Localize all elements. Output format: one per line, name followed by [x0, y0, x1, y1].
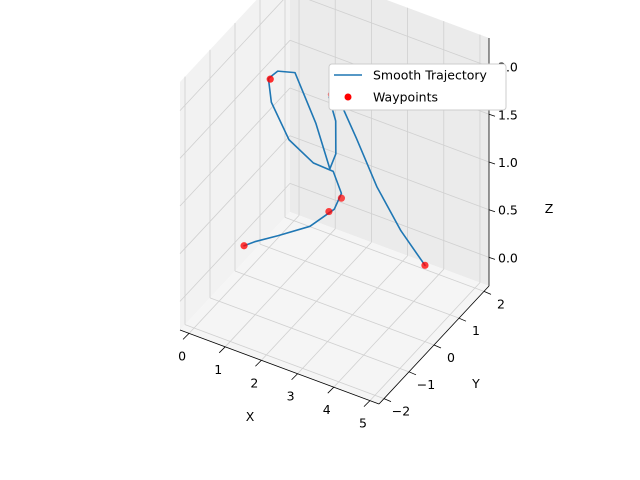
x-tick-mark: [327, 386, 335, 394]
y-tick-label: 1: [472, 323, 480, 338]
grid-back-z: [289, 87, 490, 163]
z-tick-label: 1.0: [498, 155, 518, 170]
z-tick-label: 0.0: [498, 250, 518, 265]
waypoint-marker: [240, 242, 248, 250]
legend-label-waypoints: Waypoints: [373, 90, 438, 105]
x-tick-label: 4: [323, 402, 331, 417]
y-tick-label: 2: [497, 296, 505, 311]
legend-swatch-waypoints: [344, 93, 352, 101]
x-tick-mark: [255, 359, 262, 367]
grid-floor-y: [184, 324, 385, 400]
legend-label-smooth-trajectory: Smooth Trajectory: [373, 68, 488, 83]
grid-floor-y: [259, 243, 460, 319]
waypoint-marker: [325, 207, 333, 216]
x-tick-mark: [363, 400, 371, 407]
y-tick-mark: [458, 317, 467, 322]
y-tick-label: 0: [447, 350, 455, 365]
grid-floor-y: [234, 270, 435, 346]
y-axis-label: Y: [471, 376, 480, 391]
z-axis-label: Z: [545, 201, 554, 216]
z-tick-mark: [488, 113, 496, 117]
y-tick-mark: [408, 371, 417, 376]
grid-left-z: [179, 0, 284, 111]
x-tick-label: 0: [178, 348, 186, 363]
z-tick-label: 1.5: [498, 107, 518, 122]
x-tick-label: 5: [359, 416, 367, 431]
y-tick-label: −2: [392, 404, 410, 419]
waypoint-marker: [421, 261, 429, 269]
waypoint-marker: [337, 194, 346, 202]
x-axis-line: [179, 329, 380, 405]
legend-frame: [328, 63, 507, 111]
x-tick-mark: [182, 333, 190, 340]
z-tick-mark: [488, 161, 496, 165]
z-tick-mark: [488, 209, 496, 213]
x-tick-mark: [291, 373, 298, 381]
y-tick-mark: [383, 398, 392, 403]
x-axis-label: X: [246, 409, 255, 424]
grid-left-z: [179, 135, 291, 254]
grid-back-z: [308, 0, 490, 67]
y-tick-mark: [483, 290, 492, 295]
legend: Smooth Trajectory Waypoints: [328, 63, 507, 111]
y-tick-mark: [433, 344, 442, 349]
grid-left-z: [179, 183, 291, 302]
x-tick-mark: [218, 346, 226, 354]
x-tick-label: 1: [214, 362, 222, 377]
grid-left-z: [179, 40, 291, 159]
waypoint-marker: [266, 75, 274, 83]
grid-floor-y: [284, 216, 485, 292]
x-tick-label: 2: [250, 375, 258, 390]
grid-back-z: [289, 183, 490, 258]
z-tick-mark: [488, 257, 496, 260]
trajectory-line: [243, 70, 426, 267]
z-tick-label: 0.5: [498, 203, 518, 218]
grid-left-z: [179, 87, 291, 207]
x-tick-label: 3: [287, 389, 295, 404]
y-tick-label: −1: [417, 377, 435, 392]
grid-lines: [179, 0, 490, 401]
grid-floor-y: [209, 297, 410, 373]
